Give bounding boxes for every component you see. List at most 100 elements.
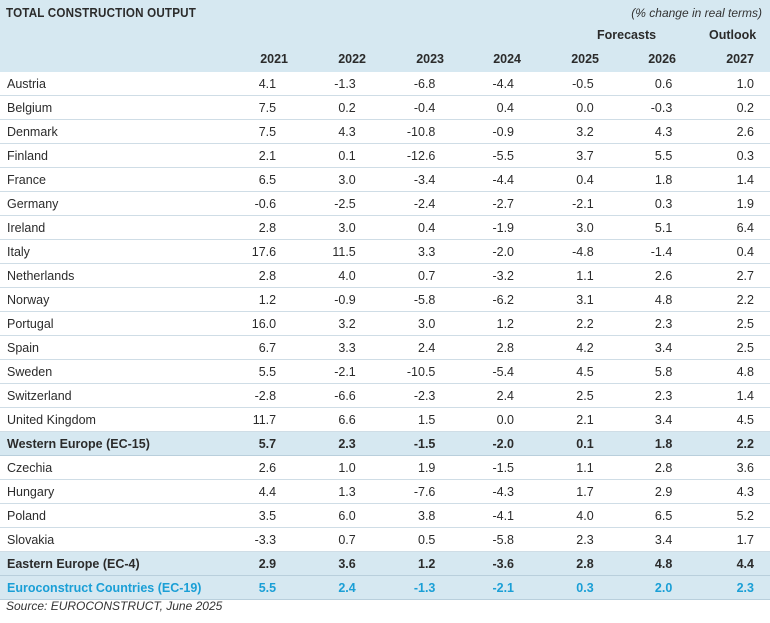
value-cell: 2.8 bbox=[236, 215, 295, 240]
row-label: Finland bbox=[0, 143, 237, 168]
value-cell: -4.4 bbox=[453, 167, 533, 192]
table-row: Italy 17.6 11.5 3.3 -2.0 -4.8 -1.4 0.4 bbox=[0, 239, 770, 264]
value-cell: -0.6 bbox=[236, 191, 295, 216]
table-row: Switzerland -2.8 -6.6 -2.3 2.4 2.5 2.3 1.4 bbox=[0, 383, 770, 408]
value-cell: -7.6 bbox=[373, 479, 454, 504]
table-row: Portugal 16.0 3.2 3.0 1.2 2.2 2.3 2.5 bbox=[0, 311, 770, 336]
value-cell: 3.0 bbox=[373, 311, 454, 336]
value-cell: 2.8 bbox=[236, 263, 295, 288]
value-cell: 0.0 bbox=[532, 95, 612, 120]
row-label: Norway bbox=[0, 287, 237, 312]
table-header: TOTAL CONSTRUCTION OUTPUT (% change in r… bbox=[0, 0, 770, 72]
row-label: Ireland bbox=[0, 215, 237, 240]
row-label: Euroconstruct Countries (EC-19) bbox=[0, 575, 237, 600]
table-row: Netherlands 2.8 4.0 0.7 -3.2 1.1 2.6 2.7 bbox=[0, 263, 770, 288]
value-cell: 4.0 bbox=[294, 263, 374, 288]
value-cell: 5.8 bbox=[611, 359, 691, 384]
value-cell: 1.5 bbox=[373, 407, 454, 432]
value-cell: 0.3 bbox=[611, 191, 691, 216]
value-cell: 0.1 bbox=[294, 143, 374, 168]
value-cell: -0.4 bbox=[373, 95, 454, 120]
value-cell: -5.5 bbox=[453, 143, 533, 168]
value-cell: 2.3 bbox=[294, 431, 374, 456]
value-cell: 6.5 bbox=[236, 167, 295, 192]
value-cell: 2.3 bbox=[611, 311, 691, 336]
value-cell: 11.5 bbox=[294, 239, 374, 264]
value-cell: -5.4 bbox=[453, 359, 533, 384]
row-label: Portugal bbox=[0, 311, 237, 336]
source-note: Source: EUROCONSTRUCT, June 2025 bbox=[6, 599, 223, 613]
value-cell: -3.2 bbox=[453, 263, 533, 288]
outlook-label: Outlook bbox=[709, 28, 757, 42]
value-cell: 3.7 bbox=[532, 143, 612, 168]
value-cell: -2.1 bbox=[532, 191, 612, 216]
value-cell: 0.4 bbox=[373, 215, 454, 240]
table-row: Norway 1.2 -0.9 -5.8 -6.2 3.1 4.8 2.2 bbox=[0, 287, 770, 312]
value-cell: 3.3 bbox=[373, 239, 454, 264]
year-header: 2027 bbox=[726, 52, 754, 66]
table-row: Poland 3.5 6.0 3.8 -4.1 4.0 6.5 5.2 bbox=[0, 503, 770, 528]
value-cell: 2.5 bbox=[690, 311, 770, 336]
value-cell: 5.7 bbox=[236, 431, 295, 456]
value-cell: 5.5 bbox=[611, 143, 691, 168]
forecasts-label: Forecasts bbox=[597, 28, 657, 42]
value-cell: 5.2 bbox=[690, 503, 770, 528]
value-cell: 2.3 bbox=[611, 383, 691, 408]
value-cell: 1.2 bbox=[373, 551, 454, 576]
value-cell: -0.9 bbox=[453, 119, 533, 144]
value-cell: 2.6 bbox=[611, 263, 691, 288]
value-cell: 4.2 bbox=[532, 335, 612, 360]
value-cell: -6.2 bbox=[453, 287, 533, 312]
value-cell: 0.4 bbox=[690, 239, 770, 264]
value-cell: 6.6 bbox=[294, 407, 374, 432]
row-label: Austria bbox=[0, 72, 237, 96]
value-cell: 2.8 bbox=[611, 455, 691, 480]
row-label: Czechia bbox=[0, 455, 237, 480]
table-row: Belgium 7.5 0.2 -0.4 0.4 0.0 -0.3 0.2 bbox=[0, 95, 770, 120]
value-cell: 1.9 bbox=[690, 191, 770, 216]
row-label: Italy bbox=[0, 239, 237, 264]
value-cell: 1.8 bbox=[611, 167, 691, 192]
value-cell: -1.5 bbox=[453, 455, 533, 480]
value-cell: 1.3 bbox=[294, 479, 374, 504]
value-cell: 4.4 bbox=[236, 479, 295, 504]
value-cell: 0.6 bbox=[611, 72, 691, 96]
value-cell: 4.0 bbox=[532, 503, 612, 528]
value-cell: 5.5 bbox=[236, 359, 295, 384]
value-cell: 0.4 bbox=[453, 95, 533, 120]
year-header: 2023 bbox=[416, 52, 444, 66]
value-cell: -4.4 bbox=[453, 72, 533, 96]
value-cell: 2.6 bbox=[690, 119, 770, 144]
row-label: Germany bbox=[0, 191, 237, 216]
row-label: Switzerland bbox=[0, 383, 237, 408]
value-cell: 3.6 bbox=[294, 551, 374, 576]
value-cell: -1.3 bbox=[294, 72, 374, 96]
value-cell: 3.1 bbox=[532, 287, 612, 312]
value-cell: -0.9 bbox=[294, 287, 374, 312]
value-cell: 4.5 bbox=[690, 407, 770, 432]
table-row: Ireland 2.8 3.0 0.4 -1.9 3.0 5.1 6.4 bbox=[0, 215, 770, 240]
value-cell: -6.6 bbox=[294, 383, 374, 408]
value-cell: 3.6 bbox=[690, 455, 770, 480]
value-cell: 1.0 bbox=[690, 72, 770, 96]
value-cell: -2.5 bbox=[294, 191, 374, 216]
table-row: Denmark 7.5 4.3 -10.8 -0.9 3.2 4.3 2.6 bbox=[0, 119, 770, 144]
value-cell: 1.9 bbox=[373, 455, 454, 480]
value-cell: 4.8 bbox=[611, 287, 691, 312]
value-cell: 2.4 bbox=[373, 335, 454, 360]
table-row: United Kingdom 11.7 6.6 1.5 0.0 2.1 3.4 4.5 bbox=[0, 407, 770, 432]
value-cell: 2.5 bbox=[532, 383, 612, 408]
value-cell: 17.6 bbox=[236, 239, 295, 264]
unit-note: (% change in real terms) bbox=[631, 6, 762, 20]
value-cell: -2.1 bbox=[453, 575, 533, 600]
value-cell: 1.7 bbox=[532, 479, 612, 504]
value-cell: 3.4 bbox=[611, 335, 691, 360]
value-cell: 2.5 bbox=[690, 335, 770, 360]
value-cell: 2.4 bbox=[294, 575, 374, 600]
value-cell: -10.8 bbox=[373, 119, 454, 144]
value-cell: 2.9 bbox=[236, 551, 295, 576]
value-cell: 4.8 bbox=[690, 359, 770, 384]
value-cell: -4.3 bbox=[453, 479, 533, 504]
value-cell: 5.5 bbox=[236, 575, 295, 600]
